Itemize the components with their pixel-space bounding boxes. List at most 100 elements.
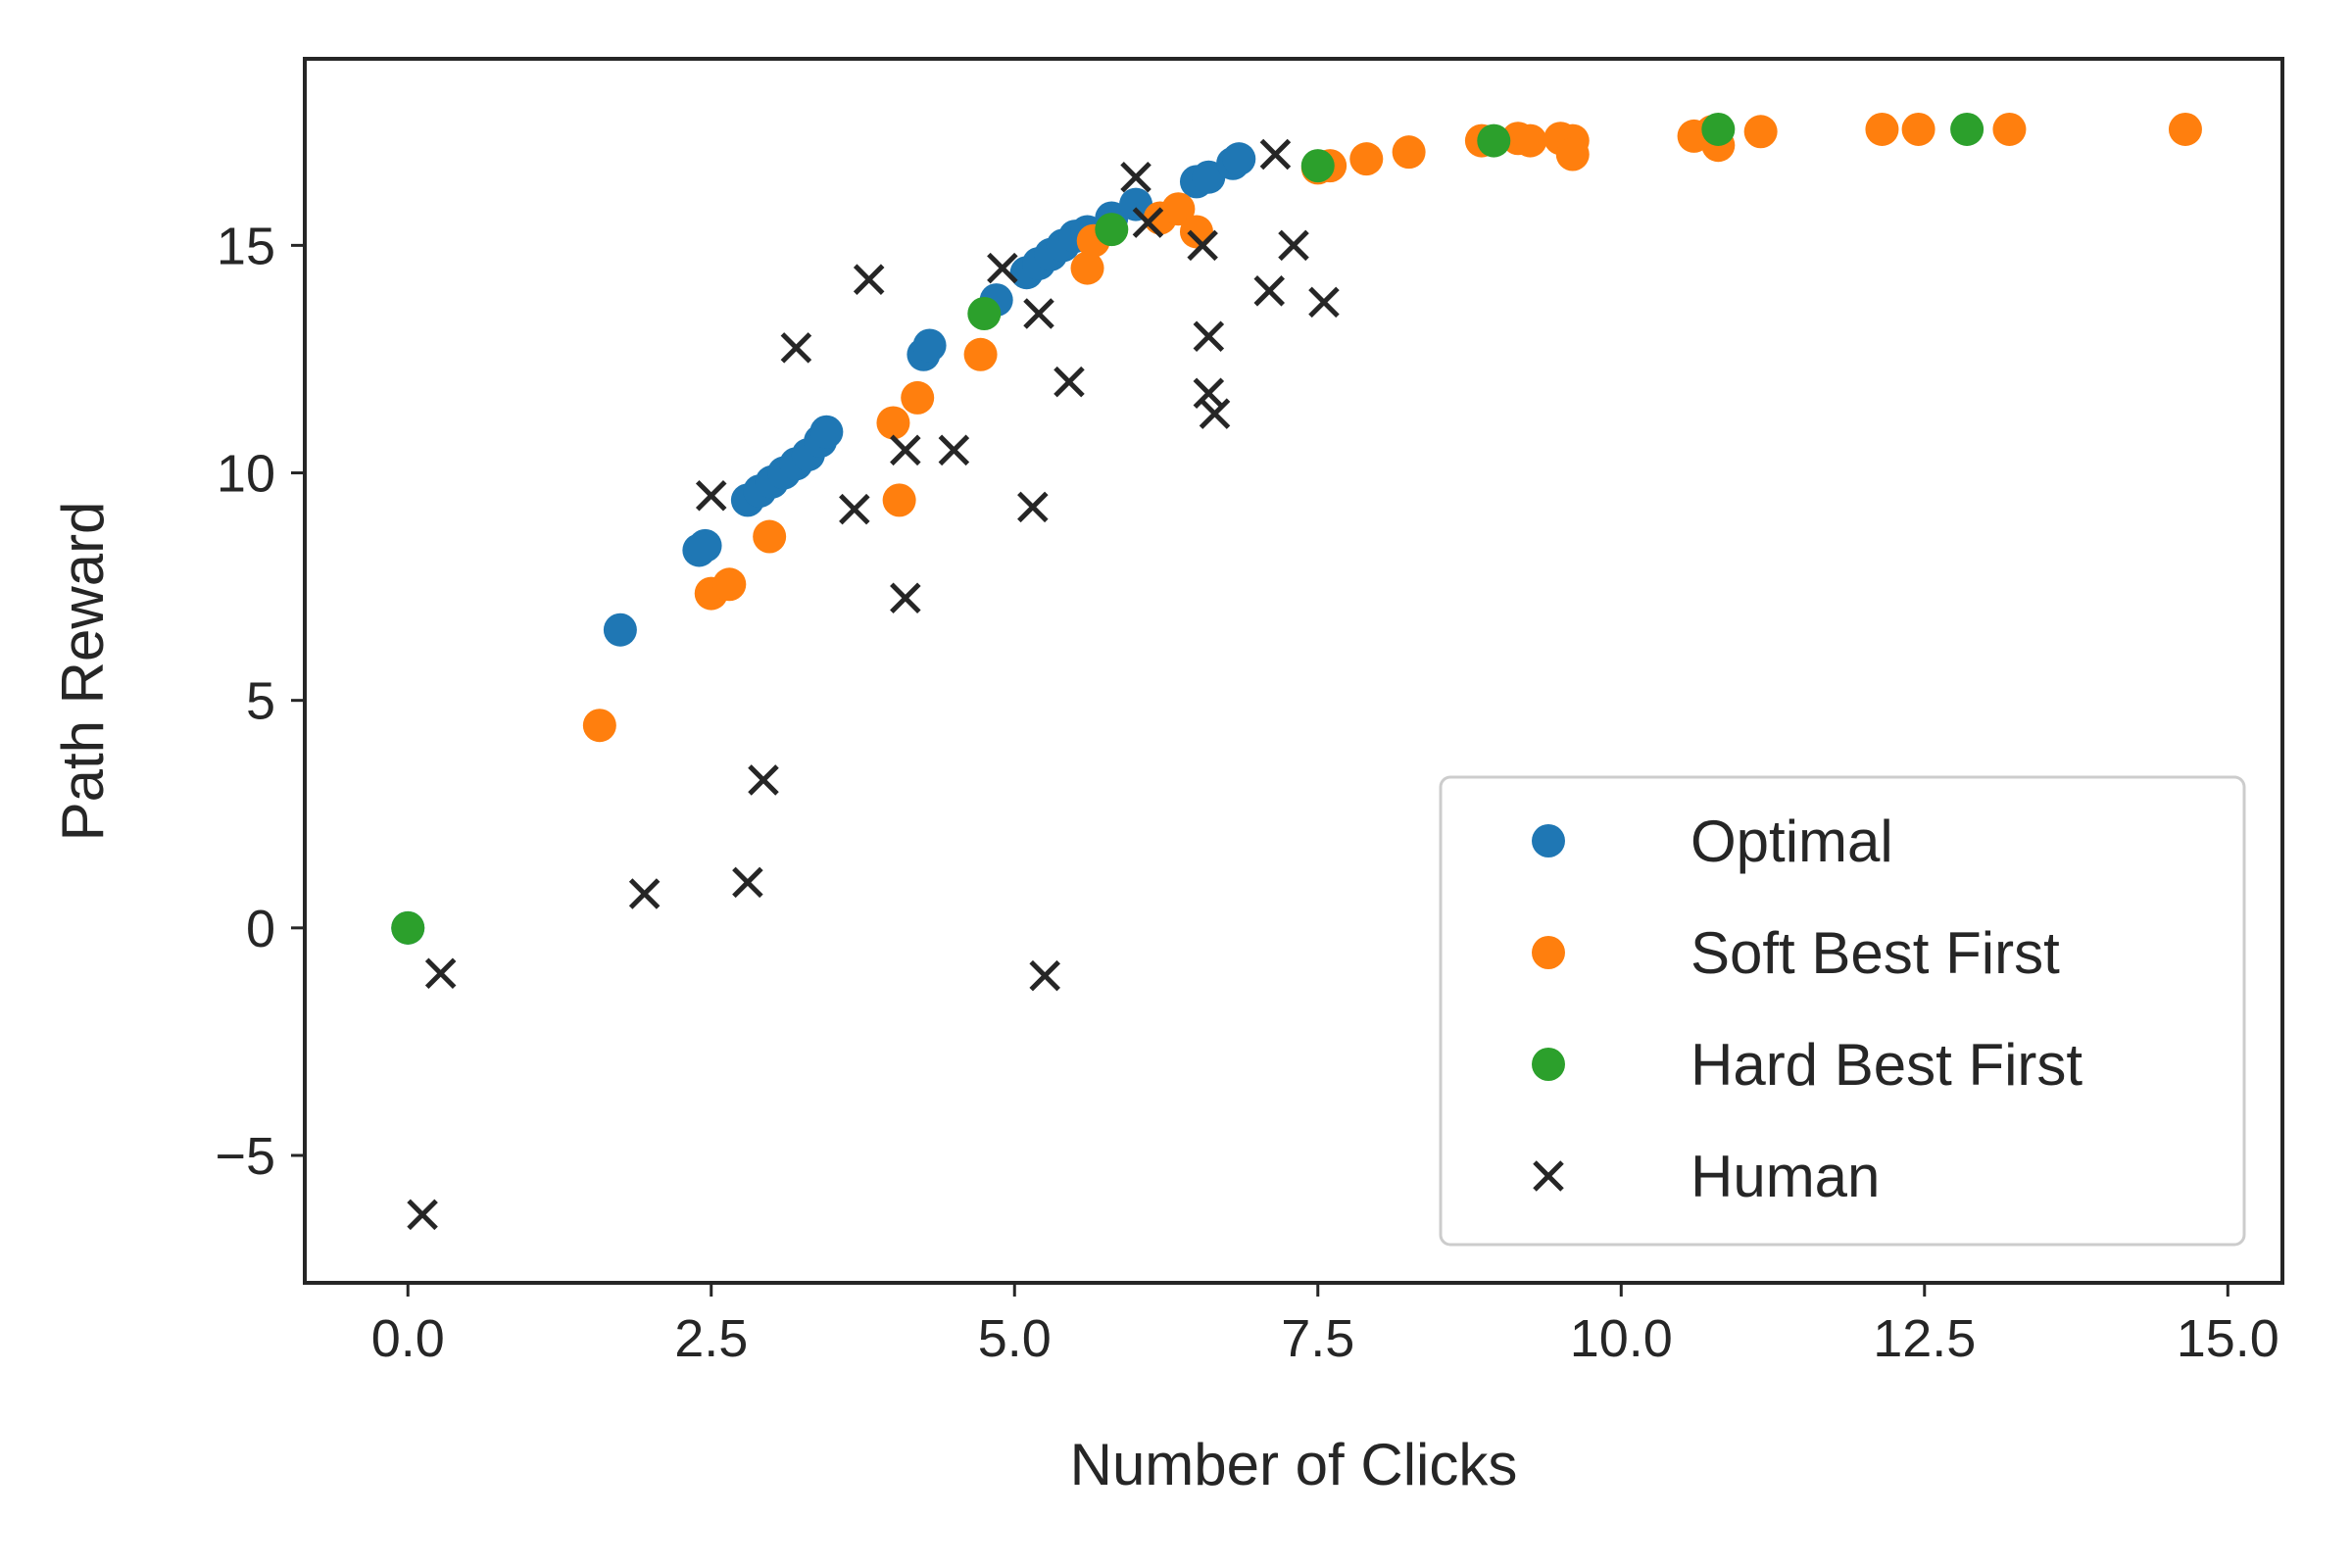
human-point [1054, 366, 1085, 398]
human-point [1199, 398, 1231, 429]
human-point [1187, 229, 1218, 262]
human-point [839, 493, 870, 525]
soft-best-first-point [712, 567, 747, 602]
human-point-stroke [1278, 229, 1309, 262]
x-tick-label: 5.0 [978, 1309, 1052, 1368]
soft-best-first-point [2168, 112, 2202, 146]
human-point-stroke [424, 957, 457, 990]
human-point [407, 1199, 438, 1231]
human-point-stroke [1029, 959, 1060, 992]
x-tick-label: 10.0 [1570, 1309, 1673, 1368]
soft-best-first-point [753, 519, 787, 554]
soft-best-first-point [901, 380, 935, 415]
human-point-stroke [1193, 377, 1225, 410]
hard-best-first-point [967, 297, 1002, 331]
human-point-stroke [407, 1199, 438, 1231]
human-point [1278, 229, 1309, 262]
y-tick-label: −5 [215, 1127, 275, 1186]
x-tick-label: 7.5 [1281, 1309, 1354, 1368]
soft-best-first-point [1992, 112, 2027, 146]
hard-best-first-point [1095, 213, 1129, 247]
soft-best-first-point [1161, 192, 1196, 226]
soft-best-first-point [1179, 215, 1213, 249]
human-point-stroke [853, 264, 885, 295]
human-point [853, 264, 885, 295]
human-point [890, 434, 921, 466]
x-tick-label: 12.5 [1873, 1309, 1976, 1368]
human-point-stroke [1253, 275, 1286, 307]
human-point-stroke [1199, 398, 1231, 429]
human-point [938, 434, 970, 466]
human-point-stroke [890, 434, 921, 466]
soft-best-first-point [876, 406, 910, 440]
human-point-stroke [1054, 366, 1085, 398]
y-tick-label: 15 [217, 217, 275, 275]
series-human [407, 138, 1340, 1231]
x-axis-ticks: 0.0 2.5 5.0 7.5 10.0 12.5 15.0 [371, 1283, 2279, 1368]
soft-best-first-point [882, 483, 916, 517]
optimal-point [912, 328, 947, 363]
legend-box [1439, 775, 2246, 1247]
legend-human-marker-stroke [1533, 1160, 1564, 1192]
human-point [628, 878, 661, 909]
soft-best-first-point [1513, 123, 1547, 158]
soft-best-first-point [1349, 142, 1384, 176]
legend-soft-best-first-label: Soft Best First [1690, 920, 2060, 986]
legend-hard-best-first-marker [1532, 1048, 1565, 1081]
hard-best-first-point [1701, 112, 1736, 146]
human-point-stroke [695, 479, 727, 512]
human-point-stroke [1259, 138, 1292, 171]
human-point [890, 582, 921, 613]
human-point [1253, 275, 1286, 307]
human-point [1017, 491, 1049, 523]
soft-best-first-point [1743, 115, 1778, 149]
human-point [780, 332, 812, 364]
human-point [424, 957, 457, 990]
human-point-stroke [1017, 491, 1049, 523]
soft-best-first-point [1901, 112, 1936, 146]
human-point-stroke [1187, 229, 1218, 262]
soft-best-first-point [582, 709, 616, 743]
y-tick-label: 0 [246, 900, 275, 958]
human-point [1193, 320, 1225, 352]
legend-optimal-label: Optimal [1690, 808, 1893, 874]
human-point [1132, 207, 1164, 238]
x-tick-label: 2.5 [674, 1309, 748, 1368]
human-point-stroke [938, 434, 970, 466]
soft-best-first-point [1392, 135, 1426, 170]
hard-best-first-point [1477, 123, 1511, 158]
human-point [1029, 959, 1060, 992]
human-point [1120, 161, 1152, 193]
hard-best-first-point [391, 910, 425, 945]
human-point-stroke [890, 582, 921, 613]
plot-marks [391, 112, 2202, 1231]
human-point [987, 252, 1018, 284]
optimal-point [1119, 187, 1153, 221]
soft-best-first-point [1555, 137, 1590, 172]
human-point-stroke [780, 332, 812, 364]
human-point-stroke [732, 866, 763, 899]
legend-optimal-marker [1532, 824, 1565, 858]
human-point-stroke [1132, 207, 1164, 238]
human-point-stroke [1120, 161, 1152, 193]
human-point-stroke [839, 493, 870, 525]
x-tick-label: 15.0 [2177, 1309, 2279, 1368]
x-axis-label: Number of Clicks [1070, 1432, 1518, 1497]
human-point [1023, 298, 1054, 329]
legend-human-marker [1533, 1160, 1564, 1192]
y-tick-label: 5 [246, 672, 275, 731]
optimal-point [1192, 160, 1226, 194]
human-point-stroke [1308, 286, 1340, 318]
soft-best-first-point [963, 337, 998, 371]
optimal-point [809, 415, 844, 449]
optimal-point [688, 528, 722, 563]
optimal-point [1222, 142, 1256, 176]
plot-frame [303, 57, 2284, 1285]
human-point [695, 479, 727, 512]
legend-hard-best-first-label: Hard Best First [1690, 1032, 2082, 1098]
y-axis-ticks: −5 0 5 10 15 [215, 217, 305, 1186]
soft-best-first-point [1865, 112, 1899, 146]
series-hard-best-first [391, 112, 1984, 945]
y-axis-label: Path Reward [50, 502, 116, 842]
